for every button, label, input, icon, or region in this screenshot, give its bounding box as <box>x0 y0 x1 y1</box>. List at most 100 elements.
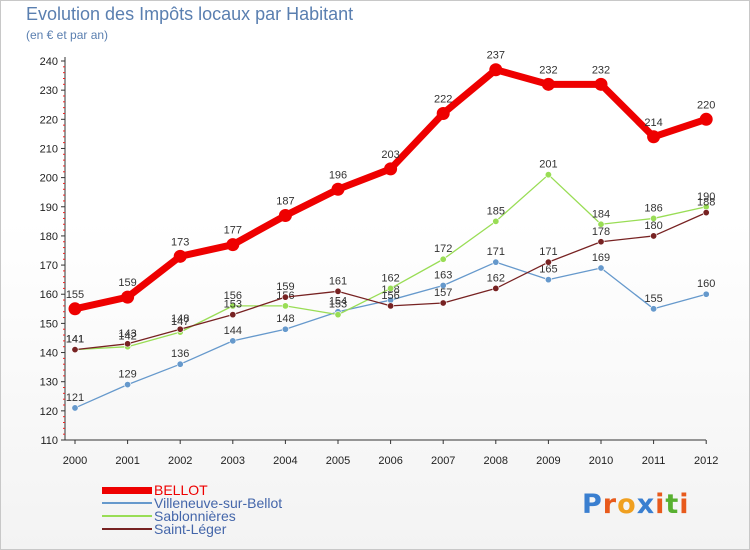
data-label: 177 <box>224 225 242 237</box>
data-point <box>699 112 713 126</box>
data-point <box>541 77 555 91</box>
data-point <box>229 311 237 319</box>
data-label: 141 <box>66 334 84 346</box>
data-label: 173 <box>171 236 189 248</box>
x-tick-label: 2010 <box>589 455 613 467</box>
data-label: 196 <box>329 169 347 181</box>
data-point <box>176 360 184 368</box>
y-tick-label: 200 <box>40 173 58 185</box>
data-label: 188 <box>697 197 715 209</box>
y-tick-label: 190 <box>40 202 58 214</box>
data-point <box>492 258 500 266</box>
x-tick-label: 2001 <box>115 455 139 467</box>
data-label: 184 <box>592 208 610 220</box>
data-label: 171 <box>539 246 557 258</box>
data-label: 163 <box>434 269 452 281</box>
legend-label: Saint-Léger <box>154 521 227 537</box>
logo-letter: i <box>679 489 690 520</box>
data-point <box>439 299 447 307</box>
data-label: 147 <box>171 316 189 328</box>
data-label: 172 <box>434 243 452 255</box>
proxiti-logo: Proxiti <box>582 489 690 520</box>
chart-title: Evolution des Impôts locaux par Habitant <box>26 4 354 24</box>
data-label: 155 <box>644 293 662 305</box>
x-tick-label: 2009 <box>536 455 560 467</box>
logo-letter: x <box>636 489 656 520</box>
data-point <box>334 287 342 295</box>
data-point <box>281 325 289 333</box>
data-label: 187 <box>276 196 294 208</box>
data-label: 148 <box>276 313 294 325</box>
data-label: 162 <box>381 272 399 284</box>
legend-label: BELLOT <box>154 482 208 498</box>
legend-item: BELLOT <box>102 482 362 498</box>
legend-swatch <box>102 515 152 517</box>
y-tick-label: 210 <box>40 143 58 155</box>
data-label: 136 <box>171 348 189 360</box>
data-label: 185 <box>487 205 505 217</box>
data-point <box>597 220 605 228</box>
x-tick-label: 2003 <box>221 455 245 467</box>
data-point <box>436 106 450 120</box>
data-label: 157 <box>434 287 452 299</box>
y-tick-label: 150 <box>40 318 58 330</box>
data-label: 232 <box>592 64 610 76</box>
chart-subtitle: (en € et par an) <box>26 28 109 42</box>
x-tick-label: 2002 <box>168 455 192 467</box>
data-label: 144 <box>224 325 242 337</box>
data-label: 169 <box>592 252 610 264</box>
data-label: 214 <box>644 117 662 129</box>
data-point <box>124 381 132 389</box>
y-tick-label: 240 <box>40 56 58 68</box>
data-point <box>387 302 395 310</box>
data-point <box>439 281 447 289</box>
x-tick-label: 2011 <box>642 455 666 467</box>
logo-letter: t <box>665 489 680 520</box>
data-label: 148 <box>171 313 189 325</box>
logo-letter: o <box>617 489 637 520</box>
data-label: 142 <box>118 331 136 343</box>
x-tick-label: 2000 <box>63 455 87 467</box>
x-tick-label: 2008 <box>484 455 508 467</box>
data-label: 162 <box>487 272 505 284</box>
data-label: 203 <box>381 149 399 161</box>
data-point <box>439 255 447 263</box>
legend-label: Villeneuve-sur-Bellot <box>154 495 283 511</box>
data-point <box>68 302 82 316</box>
legend: BELLOT Villeneuve-sur-Bellot Sablonnières S… <box>102 482 362 537</box>
data-point <box>544 171 552 179</box>
y-tick-label: 140 <box>40 348 58 360</box>
y-tick-label: 220 <box>40 114 58 126</box>
data-point <box>384 162 398 176</box>
logo-letter: r <box>602 489 618 520</box>
y-tick-label: 160 <box>40 289 58 301</box>
data-point <box>597 264 605 272</box>
y-tick-label: 230 <box>40 85 58 97</box>
legend-swatch <box>102 486 152 494</box>
data-label: 178 <box>592 226 610 238</box>
data-label: 161 <box>329 275 347 287</box>
y-tick-label: 130 <box>40 377 58 389</box>
data-point <box>226 238 240 252</box>
legend-item: Saint-Léger <box>102 521 362 537</box>
y-tick-label: 170 <box>40 260 58 272</box>
logo-letter: P <box>582 489 603 520</box>
data-point <box>278 209 292 223</box>
logo-letter: i <box>655 489 666 520</box>
data-point <box>176 325 184 333</box>
data-point <box>331 182 345 196</box>
data-point <box>281 302 289 310</box>
x-tick-label: 2004 <box>273 455 297 467</box>
y-tick-label: 110 <box>40 435 58 447</box>
data-label: 153 <box>224 299 242 311</box>
data-label: 171 <box>487 246 505 258</box>
data-point <box>387 284 395 292</box>
y-tick-label: 120 <box>40 406 58 418</box>
data-label: 201 <box>539 159 557 171</box>
data-label: 222 <box>434 93 452 105</box>
data-label: 160 <box>697 278 715 290</box>
data-label: 143 <box>118 328 136 340</box>
data-label: 159 <box>118 277 136 289</box>
data-point <box>229 337 237 345</box>
